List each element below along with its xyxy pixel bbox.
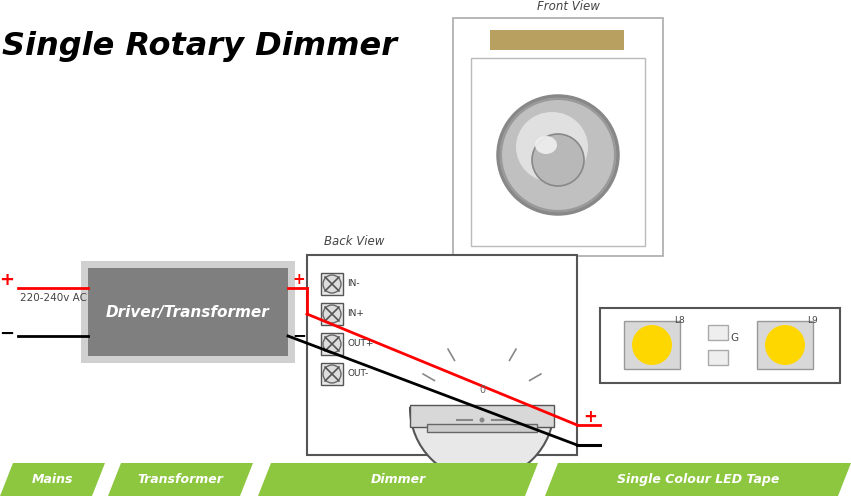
Text: L8: L8 [674, 316, 685, 325]
Text: Back View: Back View [324, 235, 384, 248]
Text: Single Rotary Dimmer: Single Rotary Dimmer [3, 31, 397, 61]
Text: Single Colour LED Tape: Single Colour LED Tape [617, 473, 780, 486]
Bar [321, 273, 343, 295]
Text: G: G [730, 333, 738, 343]
Bar [321, 333, 343, 355]
Polygon shape [108, 463, 253, 496]
Bar [321, 363, 343, 385]
Wedge shape [410, 408, 554, 480]
Polygon shape [0, 463, 105, 496]
Ellipse shape [498, 96, 618, 214]
Text: IN+: IN+ [347, 309, 364, 318]
Bar [624, 321, 680, 369]
Text: OUT-: OUT- [347, 370, 368, 378]
Ellipse shape [323, 305, 341, 323]
Bar [471, 58, 645, 246]
Text: Dimmer: Dimmer [370, 473, 426, 486]
Text: −: − [0, 325, 14, 343]
Ellipse shape [323, 365, 341, 383]
Bar [453, 18, 663, 256]
Text: Front View: Front View [537, 0, 599, 13]
Text: −: − [583, 435, 597, 453]
Text: IN-: IN- [347, 280, 360, 289]
Ellipse shape [516, 112, 588, 182]
Text: 0: 0 [479, 385, 485, 395]
Polygon shape [258, 463, 538, 496]
Text: +: + [0, 271, 14, 289]
Text: −: − [292, 326, 306, 344]
Ellipse shape [501, 99, 615, 211]
Text: OUT+: OUT+ [347, 340, 374, 349]
Bar [88, 268, 288, 356]
Text: +: + [292, 272, 305, 287]
Text: Mains: Mains [31, 473, 73, 486]
Ellipse shape [532, 134, 584, 186]
Ellipse shape [632, 325, 672, 365]
Ellipse shape [535, 136, 557, 154]
Ellipse shape [323, 335, 341, 353]
Bar [410, 405, 554, 427]
Text: Transformer: Transformer [138, 473, 224, 486]
Bar [321, 303, 343, 325]
Bar [757, 321, 813, 369]
Bar [81, 261, 295, 363]
Bar [708, 325, 728, 340]
Bar [600, 308, 840, 383]
Bar [490, 30, 624, 50]
Text: L9: L9 [807, 316, 818, 325]
Bar [708, 350, 728, 365]
Ellipse shape [323, 275, 341, 293]
Bar [307, 255, 577, 455]
Bar [427, 424, 537, 432]
Polygon shape [545, 463, 851, 496]
Text: Driver/Transformer: Driver/Transformer [106, 304, 270, 319]
Ellipse shape [765, 325, 805, 365]
Text: +: + [583, 408, 597, 426]
Text: 220-240v AC: 220-240v AC [20, 293, 87, 303]
Ellipse shape [479, 417, 484, 423]
